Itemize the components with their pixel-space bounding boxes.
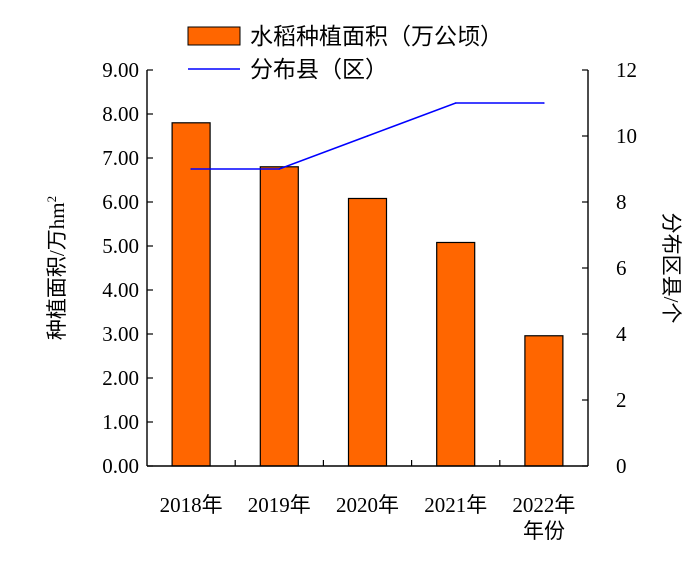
left-tick-label: 0.00	[102, 454, 139, 478]
left-tick-label: 2.00	[102, 366, 139, 390]
right-tick-label: 6	[616, 256, 627, 280]
legend-label-planting-area: 水稻种植面积（万公顷）	[250, 24, 503, 49]
legend-swatch-planting-area	[187, 26, 241, 46]
right-axis-title: 分布区县/个	[659, 213, 683, 324]
right-tick-label: 8	[616, 190, 627, 214]
bar-series	[171, 122, 564, 467]
right-axis-ticks: 0 2 4 6 8 10 12	[582, 58, 637, 478]
left-tick-label: 7.00	[102, 146, 139, 170]
right-tick-label: 0	[616, 454, 627, 478]
left-axis-ticks: 0.00 1.00 2.00 3.00 4.00 5.00 6.00 7.00 8.00 9.00	[102, 58, 153, 478]
x-axis-ticks: 2018年 2019年 2020年 2021年 2022年	[160, 460, 575, 517]
legend: 水稻种植面积（万公顷） 分布县（区）	[187, 24, 503, 82]
left-tick-label: 6.00	[102, 190, 139, 214]
x-tick-label: 2022年	[512, 493, 575, 517]
line-point-2021年	[454, 102, 457, 104]
x-tick-label: 2020年	[336, 493, 399, 517]
x-tick-label: 2021年	[424, 493, 487, 517]
line-series	[190, 102, 545, 170]
right-tick-label: 2	[616, 388, 627, 412]
line-point-2019年	[278, 168, 281, 170]
right-tick-label: 4	[616, 322, 627, 346]
x-tick-label: 2018年	[160, 493, 223, 517]
legend-label-county-count: 分布县（区）	[250, 57, 388, 82]
left-tick-label: 9.00	[102, 58, 139, 82]
left-axis-title: 种植面积/万hm2	[44, 196, 69, 340]
bar-2018年	[171, 122, 211, 467]
x-tick-label: 2019年	[248, 493, 311, 517]
left-tick-label: 1.00	[102, 410, 139, 434]
left-tick-label: 8.00	[102, 102, 139, 126]
bar-2019年	[259, 166, 299, 467]
bar-2020年	[347, 197, 388, 467]
left-tick-label: 3.00	[102, 322, 139, 346]
right-tick-label: 12	[616, 58, 637, 82]
bar-2021年	[436, 241, 476, 467]
line-point-2022年	[543, 102, 545, 104]
line-point-2020年	[366, 135, 369, 137]
bar-2022年	[524, 335, 564, 467]
right-tick-label: 10	[616, 124, 637, 148]
x-axis-title: 年份	[523, 519, 565, 543]
left-tick-label: 4.00	[102, 278, 139, 302]
line-point-2018年	[190, 168, 192, 170]
left-tick-label: 5.00	[102, 234, 139, 258]
